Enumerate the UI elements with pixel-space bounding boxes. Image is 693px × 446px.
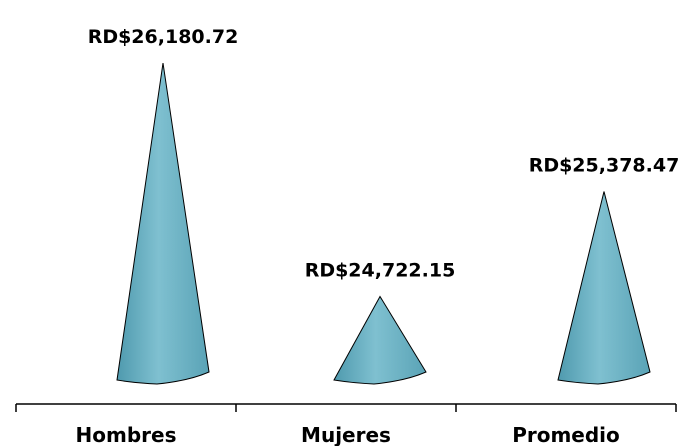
data-labels: RD$26,180.72 RD$24,722.15 RD$25,378.47 bbox=[88, 26, 680, 281]
cone-bar-hombres bbox=[116, 63, 210, 385]
category-label-promedio: Promedio bbox=[512, 423, 620, 446]
cone-bar-promedio bbox=[557, 191, 651, 385]
category-label-hombres: Hombres bbox=[76, 423, 177, 446]
data-label-hombres: RD$26,180.72 bbox=[88, 26, 239, 48]
data-label-mujeres: RD$24,722.15 bbox=[305, 259, 456, 281]
category-labels: Hombres Mujeres Promedio bbox=[76, 423, 620, 446]
data-label-promedio: RD$25,378.47 bbox=[529, 154, 680, 176]
cone-series bbox=[116, 63, 651, 385]
cone-bar-mujeres bbox=[333, 295, 427, 385]
category-label-mujeres: Mujeres bbox=[301, 423, 391, 446]
x-axis bbox=[15, 403, 677, 412]
